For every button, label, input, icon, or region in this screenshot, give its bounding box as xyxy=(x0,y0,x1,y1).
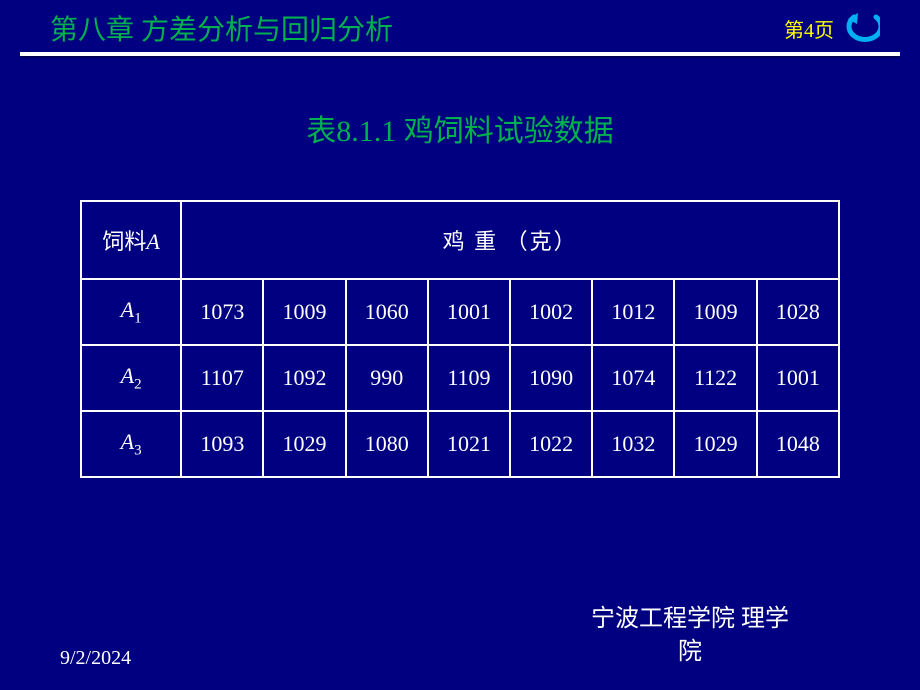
data-cell: 990 xyxy=(346,345,428,411)
data-cell: 1001 xyxy=(757,345,839,411)
row-label: A2 xyxy=(81,345,181,411)
table-row: A3 1093 1029 1080 1021 1022 1032 1029 10… xyxy=(81,411,839,477)
data-cell: 1029 xyxy=(263,411,345,477)
table-title: 表8.1.1 鸡饲料试验数据 xyxy=(0,106,920,150)
data-cell: 1060 xyxy=(346,279,428,345)
footer-date: 9/2/2024 xyxy=(60,647,131,670)
row-label: A3 xyxy=(81,411,181,477)
data-cell: 1090 xyxy=(510,345,592,411)
footer: 9/2/2024 宁波工程学院 理学 院 xyxy=(0,603,920,670)
data-cell: 1022 xyxy=(510,411,592,477)
data-cell: 1028 xyxy=(757,279,839,345)
data-cell: 1029 xyxy=(674,411,756,477)
data-cell: 1021 xyxy=(428,411,510,477)
data-cell: 1080 xyxy=(346,411,428,477)
data-table: 饲料A 鸡 重 （克） A1 1073 1009 1060 1001 1002 … xyxy=(80,200,840,478)
header-rule xyxy=(20,52,900,56)
table-header-row: 饲料A 鸡 重 （克） xyxy=(81,201,839,279)
data-cell: 1048 xyxy=(757,411,839,477)
row-header-label: 饲料A xyxy=(81,201,181,279)
data-cell: 1032 xyxy=(592,411,674,477)
data-cell: 1074 xyxy=(592,345,674,411)
data-cell: 1107 xyxy=(181,345,263,411)
data-cell: 1009 xyxy=(263,279,345,345)
table-row: A1 1073 1009 1060 1001 1002 1012 1009 10… xyxy=(81,279,839,345)
data-cell: 1092 xyxy=(263,345,345,411)
data-cell: 1122 xyxy=(674,345,756,411)
header-bar: 第八章 方差分析与回归分析 第4页 xyxy=(0,0,920,52)
table-row: A2 1107 1092 990 1109 1090 1074 1122 100… xyxy=(81,345,839,411)
data-cell: 1073 xyxy=(181,279,263,345)
page-number: 第4页 xyxy=(784,14,834,43)
data-cell: 1109 xyxy=(428,345,510,411)
data-cell: 1001 xyxy=(428,279,510,345)
page-number-area: 第4页 xyxy=(784,13,880,43)
data-cell: 1093 xyxy=(181,411,263,477)
chapter-title: 第八章 方差分析与回归分析 xyxy=(50,8,393,48)
footer-school: 宁波工程学院 理学 院 xyxy=(510,603,870,670)
data-table-container: 饲料A 鸡 重 （克） A1 1073 1009 1060 1001 1002 … xyxy=(80,200,840,478)
back-arrow-icon[interactable] xyxy=(846,13,880,43)
data-cell: 1009 xyxy=(674,279,756,345)
data-cell: 1002 xyxy=(510,279,592,345)
data-cell: 1012 xyxy=(592,279,674,345)
weight-header: 鸡 重 （克） xyxy=(181,201,839,279)
row-label: A1 xyxy=(81,279,181,345)
